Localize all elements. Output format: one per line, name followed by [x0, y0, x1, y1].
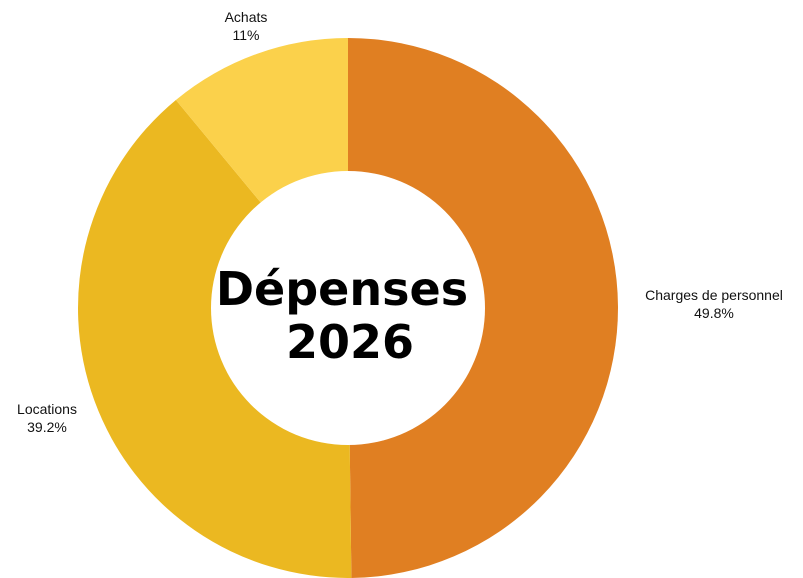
slice-label: Achats 11%: [225, 9, 268, 43]
slice-label-name: Charges de personnel: [645, 287, 783, 303]
slice-label-percent: 11%: [233, 27, 260, 43]
slice-labels: Charges de personnel 49.8% Locations 39.2% A…: [17, 9, 783, 435]
slice-label-name: Achats: [225, 9, 268, 25]
slice-label: Locations 39.2%: [17, 401, 77, 435]
slice-label-percent: 49.8%: [694, 305, 734, 321]
center-title-line-2: 2026: [286, 315, 414, 369]
slice-label-percent: 39.2%: [27, 419, 67, 435]
center-title: Dépenses 2026: [216, 262, 484, 369]
donut-hole: [211, 171, 485, 445]
slice-label: Charges de personnel 49.8%: [645, 287, 783, 321]
slice-label-name: Locations: [17, 401, 77, 417]
center-title-line-1: Dépenses: [216, 262, 468, 316]
